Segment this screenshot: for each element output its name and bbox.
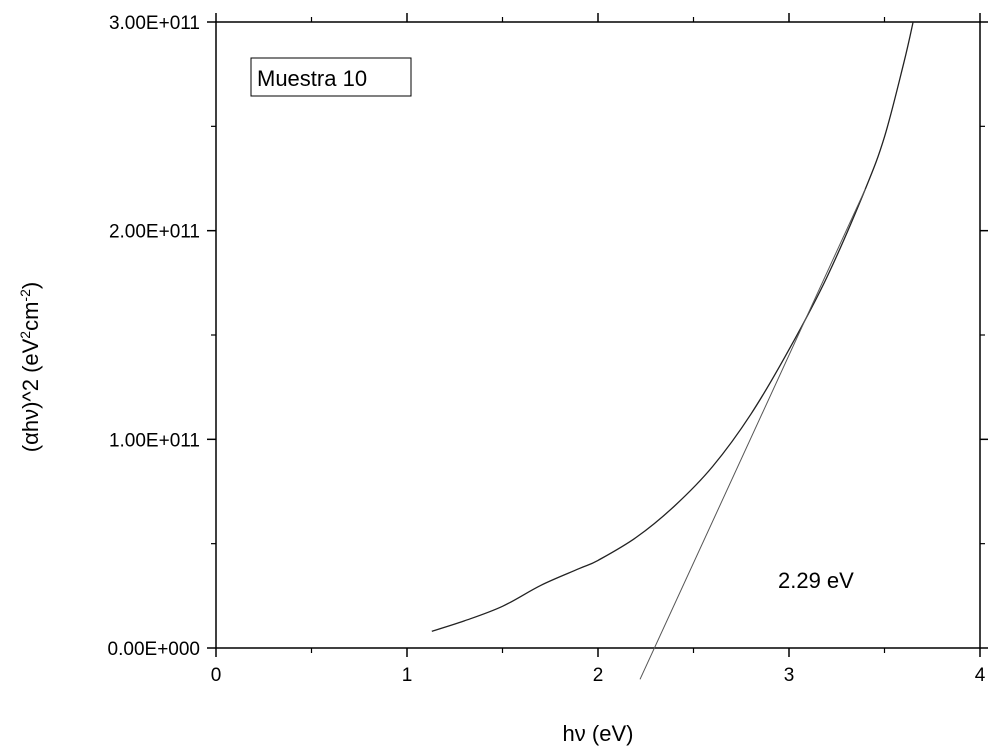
y-axis-title-main: (αhν)^2 (eV — [18, 338, 43, 452]
plot-area — [215, 21, 981, 649]
x-tick-label: 3 — [784, 665, 795, 686]
y-axis-title-end: ) — [18, 282, 43, 289]
x-tick-label: 2 — [593, 665, 604, 686]
tangent-line — [639, 188, 866, 680]
ticks-layer: 0 1 2 3 4 0.00E+000 1.00E+011 2.00E+011 3.00E+01… — [108, 13, 988, 686]
y-axis-title-exp2: -2 — [17, 289, 33, 302]
x-tick-label: 0 — [211, 665, 222, 686]
y-tick-label: 1.00E+011 — [109, 430, 200, 451]
series-layer — [431, 21, 914, 680]
y-axis-title: (αhν)^2 (eV2cm-2) — [17, 282, 43, 452]
y-axis-title-mid: cm — [18, 302, 43, 331]
legend-box: Muestra 10 — [250, 57, 412, 97]
measured-curve — [431, 21, 914, 632]
y-tick-label: 2.00E+011 — [109, 222, 200, 243]
plot-frame — [215, 21, 981, 649]
y-tick-label: 0.00E+000 — [108, 639, 200, 660]
x-tick-label: 4 — [975, 665, 986, 686]
sample-label: Muestra 10 — [257, 66, 367, 91]
x-axis-title: hν (eV) — [563, 721, 634, 746]
y-axis-title-exp1: 2 — [17, 331, 33, 339]
band-gap-annotation: 2.29 eV — [778, 568, 854, 593]
y-tick-label: 3.00E+011 — [109, 13, 200, 34]
sample-label-box — [250, 57, 412, 97]
x-tick-label: 1 — [402, 665, 413, 686]
